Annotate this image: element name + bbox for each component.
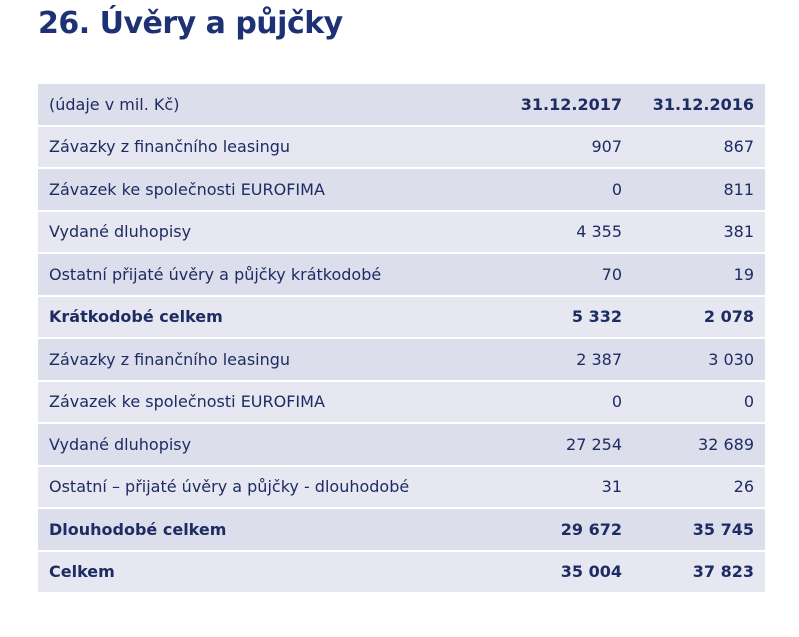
table-total-row: Celkem 35 004 37 823: [38, 551, 765, 592]
value-2017: 35 004: [560, 562, 622, 582]
value-2017: 907: [591, 137, 622, 157]
table-total-row: Krátkodobé celkem 5 332 2 078: [38, 296, 765, 337]
value-2017: 70: [601, 264, 622, 284]
table-row: Ostatní přijaté úvěry a půjčky krátkodob…: [38, 254, 765, 295]
value-2016: 32 689: [698, 434, 754, 454]
column-header-2017: 31.12.2017: [520, 94, 622, 114]
unit-label: (údaje v mil. Kč): [49, 94, 180, 114]
value-2016: 35 745: [692, 519, 754, 539]
value-2016: 19: [733, 264, 754, 284]
value-2016: 37 823: [692, 562, 754, 582]
row-label: Závazek ke společnosti EUROFIMA: [49, 179, 325, 199]
value-2016: 0: [743, 392, 754, 412]
column-header-2016: 31.12.2016: [652, 94, 754, 114]
row-label: Ostatní přijaté úvěry a půjčky krátkodob…: [49, 264, 382, 284]
row-label: Závazek ke společnosti EUROFIMA: [49, 392, 325, 412]
value-2017: 27 254: [566, 434, 622, 454]
row-label: Závazky z finančního leasingu: [49, 137, 291, 157]
table-row: Závazek ke společnosti EUROFIMA 0 811: [38, 169, 765, 210]
value-2017: 31: [601, 477, 622, 497]
value-2016: 811: [723, 179, 754, 199]
row-label: Dlouhodobé celkem: [49, 519, 227, 539]
value-2016: 867: [723, 137, 754, 157]
value-2017: 5 332: [571, 307, 622, 327]
table-header-row: (údaje v mil. Kč) 31.12.2017 31.12.2016: [38, 84, 765, 125]
table-row: Vydané dluhopisy 27 254 32 689: [38, 424, 765, 465]
value-2016: 381: [723, 222, 754, 242]
row-label: Vydané dluhopisy: [49, 434, 192, 454]
table-row: Závazky z finančního leasingu 907 867: [38, 126, 765, 167]
table-total-row: Dlouhodobé celkem 29 672 35 745: [38, 509, 765, 550]
row-label: Závazky z finančního leasingu: [49, 349, 291, 369]
value-2016: 26: [733, 477, 754, 497]
row-label: Ostatní – přijaté úvěry a půjčky - dlouh…: [49, 477, 410, 497]
table-row: Vydané dluhopisy 4 355 381: [38, 211, 765, 252]
row-label: Vydané dluhopisy: [49, 222, 192, 242]
row-label: Celkem: [49, 562, 115, 582]
table-row: Závazek ke společnosti EUROFIMA 0 0: [38, 381, 765, 422]
table-row: Závazky z finančního leasingu 2 387 3 030: [38, 339, 765, 380]
value-2017: 0: [611, 392, 622, 412]
value-2016: 3 030: [708, 349, 754, 369]
value-2016: 2 078: [703, 307, 754, 327]
value-2017: 29 672: [560, 519, 622, 539]
table-row: Ostatní – přijaté úvěry a půjčky - dlouh…: [38, 466, 765, 507]
value-2017: 2 387: [576, 349, 622, 369]
page-title: 26. Úvěry a půjčky: [38, 6, 343, 41]
loans-table: (údaje v mil. Kč) 31.12.2017 31.12.2016 …: [38, 84, 765, 594]
value-2017: 4 355: [576, 222, 622, 242]
value-2017: 0: [611, 179, 622, 199]
row-label: Krátkodobé celkem: [49, 307, 223, 327]
